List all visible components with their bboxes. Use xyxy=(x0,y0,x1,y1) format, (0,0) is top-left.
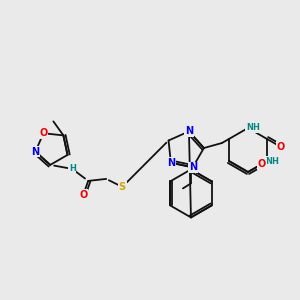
Text: H: H xyxy=(69,164,76,173)
Text: NH: NH xyxy=(246,124,260,133)
Text: NH: NH xyxy=(265,157,279,166)
Text: O: O xyxy=(258,159,266,169)
Text: O: O xyxy=(277,142,285,152)
Text: N: N xyxy=(185,126,193,136)
Text: N: N xyxy=(189,162,197,172)
Text: O: O xyxy=(39,128,48,138)
Text: N: N xyxy=(167,158,175,168)
Text: S: S xyxy=(119,182,126,192)
Text: O: O xyxy=(79,190,87,200)
Text: N: N xyxy=(31,146,39,157)
